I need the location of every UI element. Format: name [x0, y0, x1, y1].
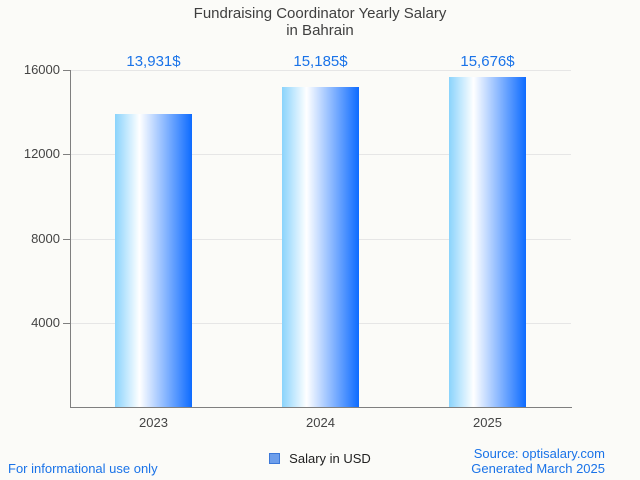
y-axis-tick: [63, 238, 70, 240]
chart-title-line2: in Bahrain: [286, 22, 354, 39]
x-axis-label: 2023: [139, 415, 168, 430]
y-axis-tick: [63, 70, 70, 71]
bar-value-label: 15,676$: [460, 53, 515, 70]
bar-value-label: 13,931$: [126, 53, 181, 70]
disclaimer-text: For informational use only: [8, 461, 158, 476]
bar-2023[interactable]: [115, 113, 192, 407]
y-axis-tick: [63, 154, 70, 156]
legend-label: Salary in USD: [289, 451, 371, 466]
y-axis-line: [70, 70, 71, 407]
x-axis-line: [70, 407, 572, 408]
y-axis-label: 8000: [31, 230, 60, 246]
y-axis-label: 16000: [23, 62, 60, 77]
legend-swatch-icon: [269, 453, 281, 464]
generated-text: Generated March 2025: [471, 461, 605, 476]
y-axis-tick: [63, 322, 70, 324]
x-axis-label: 2025: [473, 415, 502, 430]
chart-title: Fundraising Coordinator Yearly Salary in…: [0, 5, 640, 39]
bar-value-label: 15,185$: [293, 53, 348, 70]
gridline: [71, 70, 571, 71]
y-axis-label: 4000: [31, 314, 60, 330]
bar-2024[interactable]: [282, 87, 359, 407]
legend: Salary in USD: [0, 451, 640, 466]
source-text: Source: optisalary.com: [473, 446, 605, 461]
source-block: Source: optisalary.com Generated March 2…: [471, 446, 605, 476]
bar-2025[interactable]: [449, 76, 526, 407]
y-axis-label: 12000: [23, 146, 60, 162]
x-axis-label: 2024: [306, 415, 335, 430]
chart-title-line1: Fundraising Coordinator Yearly Salary: [193, 5, 447, 22]
